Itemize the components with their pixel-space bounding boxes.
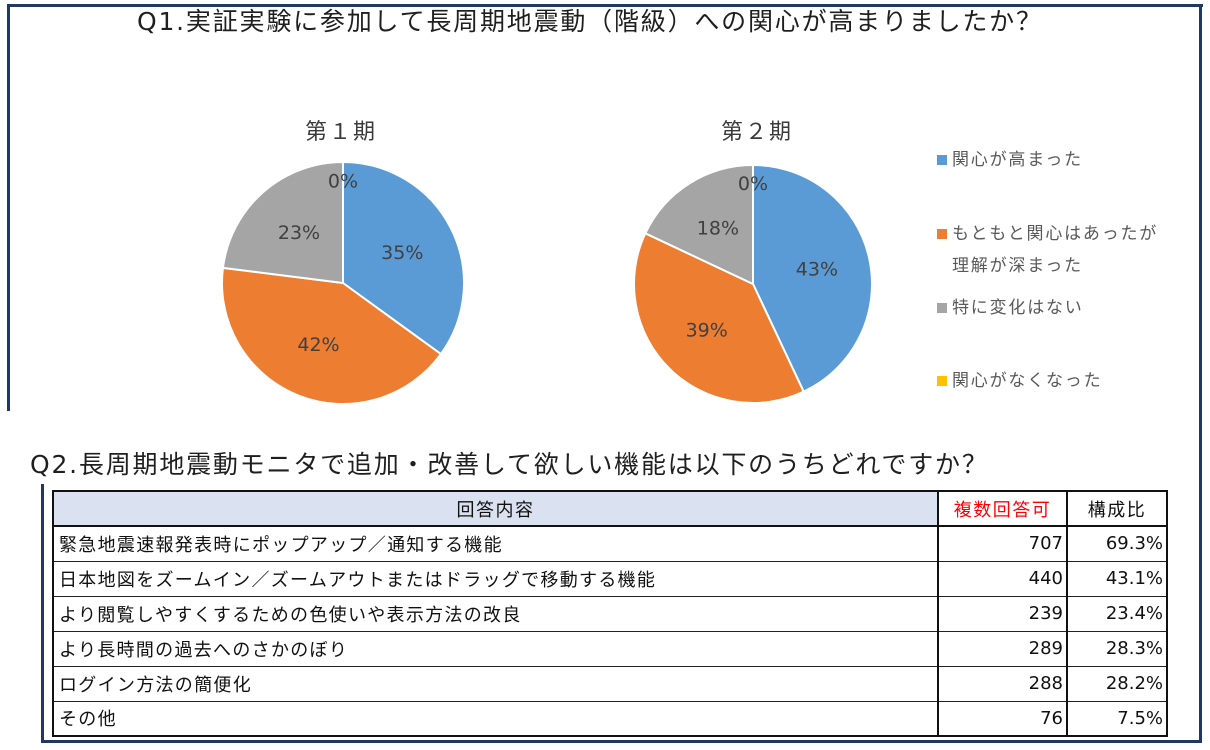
legend-item-interest-increased: 関心が高まった	[937, 144, 1177, 176]
pie-data-label-interest-increased: 35%	[381, 242, 423, 264]
legend-item-interest-lost: 関心がなくなった	[937, 365, 1177, 397]
table-row: 緊急地震速報発表時にポップアップ／通知する機能 707 69.3%	[53, 525, 1167, 562]
table-cell-ratio: 28.2%	[1066, 665, 1167, 702]
pie-slice-interest-increased	[752, 164, 873, 393]
pie-slice-no-change	[644, 164, 754, 285]
q2-question-title: Q2.長周期地震動モニタで追加・改善して欲しい機能は以下のうちどれですか？	[30, 450, 989, 479]
table-cell-count: 707	[937, 525, 1067, 562]
table-row: ログイン方法の簡便化 288 28.2%	[53, 665, 1167, 702]
frame-border-left-lower	[41, 484, 44, 743]
frame-border-right	[1199, 4, 1202, 743]
table-cell-ratio: 28.3%	[1066, 630, 1167, 667]
pie-charts: 35% 42% 23% 0% 43% 39% 18% 0%	[221, 161, 873, 405]
feature-request-table: 回答内容 複数回答可 構成比 緊急地震速報発表時にポップアップ／通知する機能 7…	[52, 490, 1168, 737]
table-cell-answer: 日本地図をズームイン／ズームアウトまたはドラッグで移動する機能	[53, 560, 938, 597]
table-cell-ratio: 23.4%	[1066, 595, 1167, 632]
table-header-row: 回答内容 複数回答可 構成比	[53, 490, 1167, 527]
legend-item-understanding-deepened: もともと関心はあったが理解が深まった	[937, 218, 1177, 276]
table-cell-ratio: 69.3%	[1066, 525, 1167, 562]
table-cell-count: 289	[937, 630, 1067, 667]
header-ratio: 構成比	[1066, 490, 1167, 527]
pie-slice-interest-increased	[342, 161, 465, 356]
pie-slice-understanding-deepened	[221, 266, 442, 405]
table-cell-answer: 緊急地震速報発表時にポップアップ／通知する機能	[53, 525, 938, 562]
pie-chart-period-2: 43% 39% 18% 0%	[633, 164, 873, 404]
pie-title-period-1: 第１期	[304, 120, 377, 145]
pie-slice-no-change	[221, 161, 344, 284]
pie-data-label-interest-lost: 0%	[328, 170, 358, 192]
legend-label: 関心が高まった	[952, 150, 1083, 170]
pie-data-label-interest-lost: 0%	[738, 173, 768, 195]
pie-title-period-2: 第２期	[720, 120, 793, 145]
header-answer-content: 回答内容	[53, 490, 938, 527]
pie-data-label-no-change: 18%	[697, 218, 739, 240]
frame-border-top	[7, 4, 1203, 7]
table-cell-count: 239	[937, 595, 1067, 632]
table-cell-answer: より閲覧しやすくするための色使いや表示方法の改良	[53, 595, 938, 632]
legend-label: 関心がなくなった	[952, 371, 1103, 391]
table-cell-ratio: 43.1%	[1066, 560, 1167, 597]
table-cell-count: 288	[937, 665, 1067, 702]
pie-data-label-understanding-deepened: 39%	[686, 319, 728, 341]
legend-swatch	[937, 155, 947, 165]
pie-data-label-no-change: 23%	[278, 222, 320, 244]
pie-data-label-interest-increased: 43%	[796, 259, 838, 281]
table-row: より閲覧しやすくするための色使いや表示方法の改良 239 23.4%	[53, 595, 1167, 632]
legend-swatch	[937, 229, 947, 239]
table-cell-count: 76	[937, 700, 1067, 737]
table-cell-answer: より長時間の過去へのさかのぼり	[53, 630, 938, 667]
table-cell-count: 440	[937, 560, 1067, 597]
q1-question-title: Q1.実証実験に参加して長周期地震動（階級）への関心が高まりましたか？	[137, 7, 1043, 36]
frame-border-bottom	[41, 740, 1202, 743]
legend-swatch	[937, 376, 947, 386]
legend-label: もともと関心はあったが理解が深まった	[952, 224, 1159, 276]
table-row: 日本地図をズームイン／ズームアウトまたはドラッグで移動する機能 440 43.1…	[53, 560, 1167, 597]
legend-label: 特に変化はない	[952, 298, 1084, 318]
pie-chart-period-1: 35% 42% 23% 0%	[221, 161, 465, 405]
pie-slice-understanding-deepened	[633, 232, 805, 404]
frame-border-left-upper	[7, 4, 10, 411]
table-row: その他 76 7.5%	[53, 700, 1167, 737]
table-cell-answer: その他	[53, 700, 938, 737]
table-cell-ratio: 7.5%	[1066, 700, 1167, 737]
legend-item-no-change: 特に変化はない	[937, 292, 1177, 324]
pie-data-label-understanding-deepened: 42%	[297, 334, 339, 356]
table-row: より長時間の過去へのさかのぼり 289 28.3%	[53, 630, 1167, 667]
header-multiple-answers: 複数回答可	[937, 490, 1067, 527]
table-cell-answer: ログイン方法の簡便化	[53, 665, 938, 702]
legend-swatch	[937, 303, 947, 313]
